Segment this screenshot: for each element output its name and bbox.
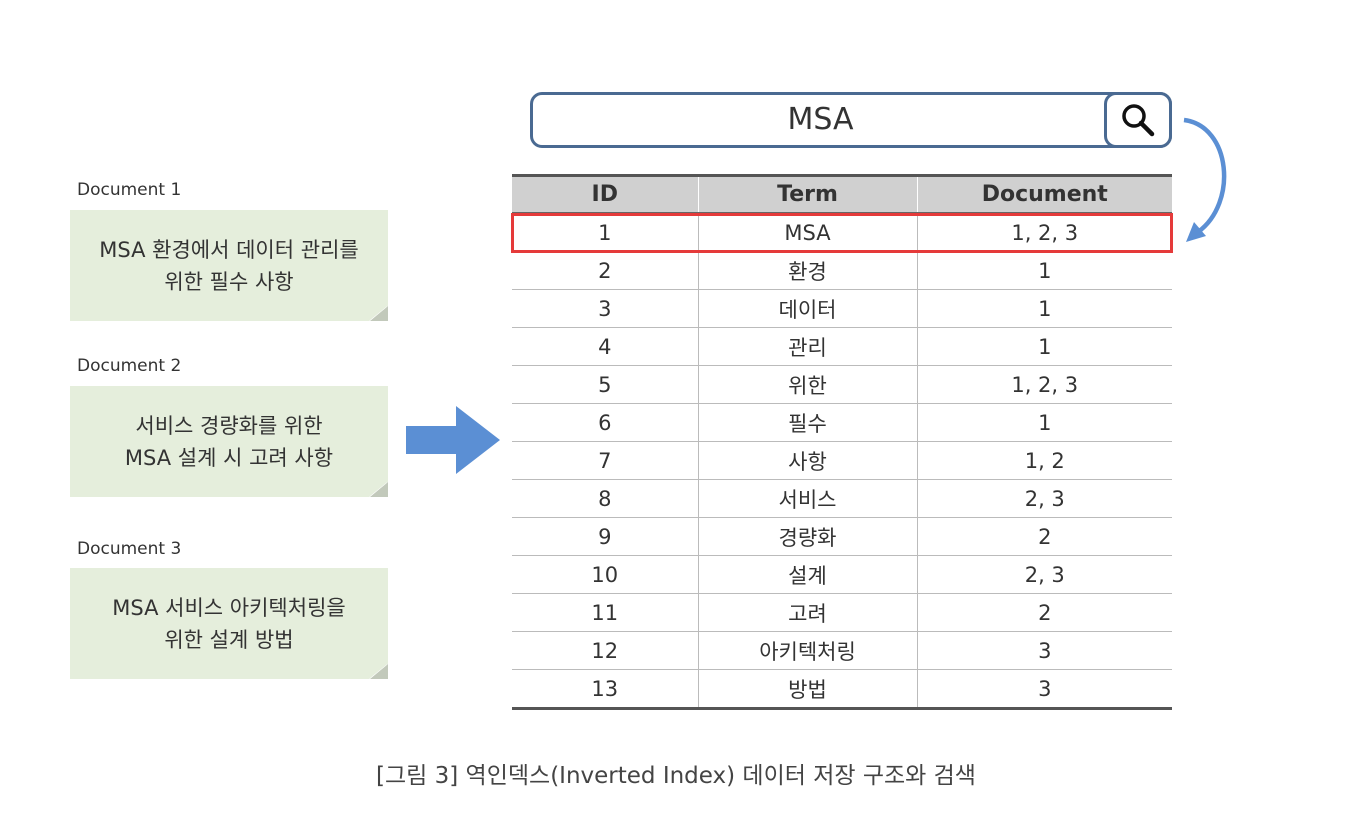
cell-id: 5 bbox=[512, 365, 698, 404]
document-3-label: Document 3 bbox=[77, 539, 182, 559]
cell-term: 설계 bbox=[697, 555, 917, 594]
cell-docs: 1, 2, 3 bbox=[916, 365, 1172, 404]
cell-term: 환경 bbox=[697, 251, 917, 290]
cell-term: 사항 bbox=[697, 441, 917, 480]
cell-docs: 1 bbox=[916, 327, 1172, 366]
cell-id: 6 bbox=[512, 403, 698, 442]
header-term: Term bbox=[697, 174, 917, 214]
cell-id: 8 bbox=[512, 479, 698, 518]
cell-id: 13 bbox=[512, 669, 698, 710]
document-1-line-2: 위한 필수 사항 bbox=[164, 269, 294, 294]
search-input[interactable]: MSA bbox=[787, 102, 854, 137]
cell-docs: 1 bbox=[916, 403, 1172, 442]
table-row: 2 환경 1 bbox=[512, 251, 1172, 290]
cell-docs: 1 bbox=[916, 251, 1172, 290]
table-row: 12 아키텍처링 3 bbox=[512, 631, 1172, 670]
header-document: Document bbox=[916, 174, 1172, 214]
cell-term: MSA bbox=[697, 213, 917, 252]
cell-term: 데이터 bbox=[697, 289, 917, 328]
cell-id: 12 bbox=[512, 631, 698, 670]
cell-id: 2 bbox=[512, 251, 698, 290]
document-3-note: MSA 서비스 아키텍처링을 위한 설계 방법 bbox=[70, 568, 388, 679]
document-2-note: 서비스 경량화를 위한 MSA 설계 시 고려 사항 bbox=[70, 386, 388, 497]
cell-id: 10 bbox=[512, 555, 698, 594]
cell-docs: 1, 2 bbox=[916, 441, 1172, 480]
right-arrow-icon bbox=[406, 406, 500, 474]
cell-docs: 1, 2, 3 bbox=[916, 213, 1172, 252]
cell-id: 7 bbox=[512, 441, 698, 480]
search-button[interactable] bbox=[1104, 92, 1172, 148]
document-3-line-2: 위한 설계 방법 bbox=[164, 627, 294, 652]
table-row: 11 고려 2 bbox=[512, 593, 1172, 632]
table-row: 1 MSA 1, 2, 3 bbox=[512, 213, 1172, 252]
cell-id: 4 bbox=[512, 327, 698, 366]
table-row: 9 경량화 2 bbox=[512, 517, 1172, 556]
cell-term: 방법 bbox=[697, 669, 917, 710]
cell-term: 고려 bbox=[697, 593, 917, 632]
cell-id: 9 bbox=[512, 517, 698, 556]
cell-term: 서비스 bbox=[697, 479, 917, 518]
table-row: 8 서비스 2, 3 bbox=[512, 479, 1172, 518]
cell-term: 관리 bbox=[697, 327, 917, 366]
table-row: 10 설계 2, 3 bbox=[512, 555, 1172, 594]
document-3-line-1: MSA 서비스 아키텍처링을 bbox=[112, 595, 346, 620]
table-header-row: ID Term Document bbox=[512, 174, 1172, 214]
document-1-label: Document 1 bbox=[77, 180, 182, 200]
document-2-line-2: MSA 설계 시 고려 사항 bbox=[124, 445, 334, 470]
document-1-line-1: MSA 환경에서 데이터 관리를 bbox=[99, 237, 359, 262]
cell-term: 아키텍처링 bbox=[697, 631, 917, 670]
table-row: 7 사항 1, 2 bbox=[512, 441, 1172, 480]
cell-term: 위한 bbox=[697, 365, 917, 404]
figure-caption: [그림 3] 역인덱스(Inverted Index) 데이터 저장 구조와 검… bbox=[376, 763, 976, 789]
search-box[interactable]: MSA bbox=[530, 92, 1172, 148]
search-icon bbox=[1122, 104, 1155, 137]
cell-docs: 2, 3 bbox=[916, 479, 1172, 518]
header-id: ID bbox=[512, 174, 698, 214]
curved-arrow-icon bbox=[1183, 117, 1227, 242]
cell-id: 3 bbox=[512, 289, 698, 328]
cell-docs: 2 bbox=[916, 593, 1172, 632]
cell-docs: 1 bbox=[916, 289, 1172, 328]
cell-term: 경량화 bbox=[697, 517, 917, 556]
document-2-label: Document 2 bbox=[77, 356, 182, 376]
cell-docs: 3 bbox=[916, 669, 1172, 710]
cell-id: 11 bbox=[512, 593, 698, 632]
inverted-index-table: ID Term Document 1 MSA 1, 2, 3 2 환경 1 3 데이터 1 … bbox=[512, 174, 1172, 710]
table-row: 5 위한 1, 2, 3 bbox=[512, 365, 1172, 404]
cell-docs: 2 bbox=[916, 517, 1172, 556]
cell-id: 1 bbox=[512, 213, 698, 252]
cell-docs: 3 bbox=[916, 631, 1172, 670]
document-2-line-1: 서비스 경량화를 위한 bbox=[135, 413, 323, 438]
cell-docs: 2, 3 bbox=[916, 555, 1172, 594]
table-row: 3 데이터 1 bbox=[512, 289, 1172, 328]
cell-term: 필수 bbox=[697, 403, 917, 442]
table-row: 13 방법 3 bbox=[512, 669, 1172, 710]
table-row: 4 관리 1 bbox=[512, 327, 1172, 366]
table-row: 6 필수 1 bbox=[512, 403, 1172, 442]
document-1-note: MSA 환경에서 데이터 관리를 위한 필수 사항 bbox=[70, 210, 388, 321]
